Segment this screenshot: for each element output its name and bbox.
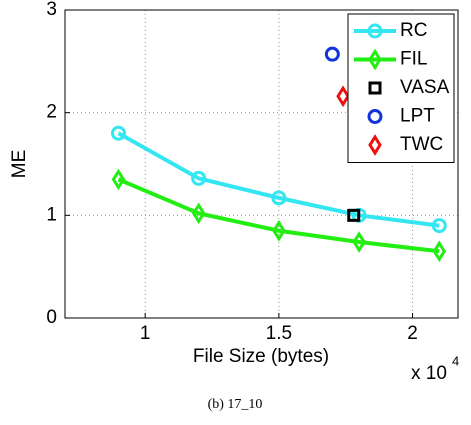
marker (271, 190, 287, 206)
y-axis-label: ME (9, 150, 30, 179)
marks (110, 46, 447, 263)
y-tick-label: 3 (46, 0, 57, 20)
y-tick-label: 0 (46, 307, 57, 328)
legend-label: TWC (400, 134, 443, 155)
x-axis-label: File Size (bytes) (193, 346, 329, 367)
legend-label: LPT (400, 106, 435, 127)
y-tick-label: 1 (46, 204, 57, 225)
marker (367, 23, 383, 39)
caption: (b) 17_10 (208, 397, 263, 412)
legend-label: FIL (400, 49, 427, 70)
marker (368, 134, 382, 156)
marker (272, 219, 286, 242)
x-multiplier-exponent: 4 (452, 353, 459, 368)
marker (352, 231, 366, 253)
x-multiplier: x 10 (411, 363, 447, 384)
marker (324, 46, 340, 62)
legend-box (347, 13, 455, 163)
marker (431, 218, 447, 234)
plot-frame (64, 9, 459, 319)
marker (110, 125, 126, 141)
marker (111, 168, 126, 191)
legend-label: VASA (400, 77, 450, 98)
marker (336, 85, 350, 108)
marker (191, 202, 206, 225)
legend-label: RC (400, 20, 427, 41)
y-tick-label: 2 (46, 102, 57, 123)
series-line (117, 177, 440, 254)
marker (347, 208, 361, 222)
marker (368, 48, 382, 71)
series-line (117, 131, 440, 228)
x-tick-label: 1.5 (266, 323, 292, 344)
marker (367, 109, 383, 124)
marker (432, 240, 447, 263)
x-tick-label: 1 (140, 323, 151, 344)
marker (191, 170, 207, 186)
marker (368, 81, 382, 95)
x-tick-label: 2 (407, 323, 418, 344)
